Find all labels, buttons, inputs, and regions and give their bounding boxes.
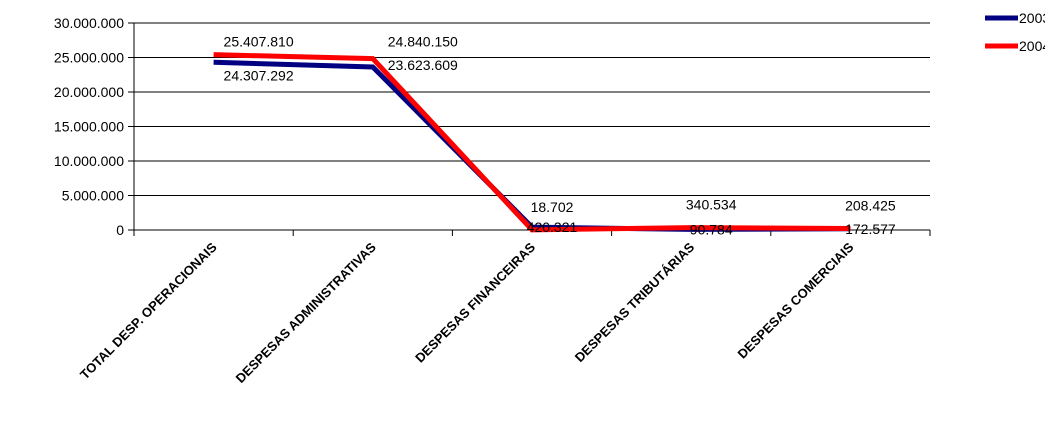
y-tick-label: 20.000.000 — [54, 84, 124, 100]
data-label: 340.534 — [686, 197, 737, 213]
data-label: 18.702 — [531, 199, 574, 215]
legend-label: 2003 — [1019, 10, 1045, 26]
y-tick-labels: 0 5.000.000 10.000.000 15.000.000 20.000.000… — [54, 15, 124, 238]
data-label: 90.784 — [690, 221, 733, 237]
y-tick-label: 25.000.000 — [54, 50, 124, 66]
x-category-label: DESPESAS COMERCIAIS — [735, 239, 857, 361]
x-category-label: DESPESAS TRIBUTÁRIAS — [572, 239, 698, 365]
data-label: 24.840.150 — [388, 34, 458, 50]
x-category-labels: TOTAL DESP. OPERACIONAIS DESPESAS ADMINIS… — [77, 239, 857, 386]
series-lines — [213, 52, 851, 233]
y-tick-label: 15.000.000 — [54, 119, 124, 135]
data-label: 23.623.609 — [388, 57, 458, 73]
y-tick-label: 5.000.000 — [62, 188, 124, 204]
data-label: 208.425 — [845, 198, 896, 214]
x-category-label: TOTAL DESP. OPERACIONAIS — [77, 239, 220, 382]
data-label: 24.307.292 — [224, 67, 294, 83]
x-category-label: DESPESAS FINANCEIRAS — [412, 239, 538, 365]
x-category-label: DESPESAS ADMINISTRATIVAS — [233, 239, 380, 386]
series-line-2004 — [213, 52, 851, 233]
legend-label: 2004 — [1019, 38, 1045, 54]
y-tick-label: 10.000.000 — [54, 153, 124, 169]
data-label: 172.577 — [845, 221, 896, 237]
data-label: 420.321 — [527, 219, 578, 235]
data-labels: 24.307.292 23.623.609 420.321 90.784 172.577… — [224, 34, 896, 238]
y-tick-label: 0 — [116, 222, 124, 238]
data-label: 25.407.810 — [224, 34, 294, 50]
legend: 2003 2004 — [985, 10, 1045, 54]
y-tick-label: 30.000.000 — [54, 15, 124, 31]
